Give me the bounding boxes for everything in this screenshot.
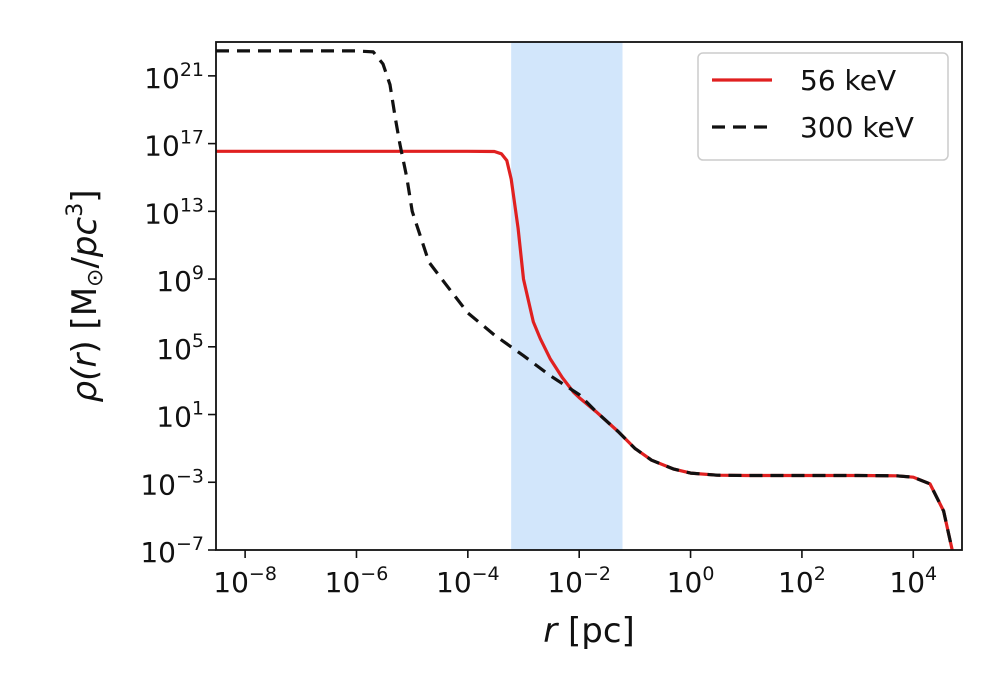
legend: 56 keV 300 keV [697, 52, 949, 161]
y-axis-label: ρ(r) [M⊙/pc3] [63, 190, 108, 403]
tick-label: 10−4 [436, 563, 500, 599]
legend-label-56-kev: 56 keV [800, 64, 896, 97]
tick-label: 1013 [144, 194, 204, 230]
plot-frame [215, 41, 963, 551]
x-axis-ticks: 10−8 10−6 10−4 10−2 100 102 104 [213, 550, 937, 599]
tick-label: 10−3 [140, 465, 204, 501]
tick-label: 10−8 [213, 563, 277, 599]
legend-label-300-kev: 300 keV [800, 111, 914, 144]
tick-label: 1017 [144, 127, 204, 163]
tick-label: 1021 [144, 59, 204, 95]
tick-label: 10−7 [140, 533, 204, 569]
y-axis-ticks: 1021 1017 1013 109 105 101 10−3 10−7 [140, 59, 216, 569]
tick-label: 10−2 [547, 563, 611, 599]
shaded-region [511, 42, 623, 550]
plot-lines [216, 49, 954, 550]
tick-label: 10−6 [325, 563, 389, 599]
tick-label: 102 [778, 563, 826, 599]
tick-label: 109 [156, 262, 204, 298]
series-line-300-kev [216, 49, 954, 550]
tick-label: 101 [156, 398, 204, 434]
x-axis-label: r [pc] [543, 611, 635, 651]
tick-label: 100 [667, 563, 715, 599]
tick-label: 104 [889, 563, 937, 599]
tick-label: 105 [156, 330, 204, 366]
